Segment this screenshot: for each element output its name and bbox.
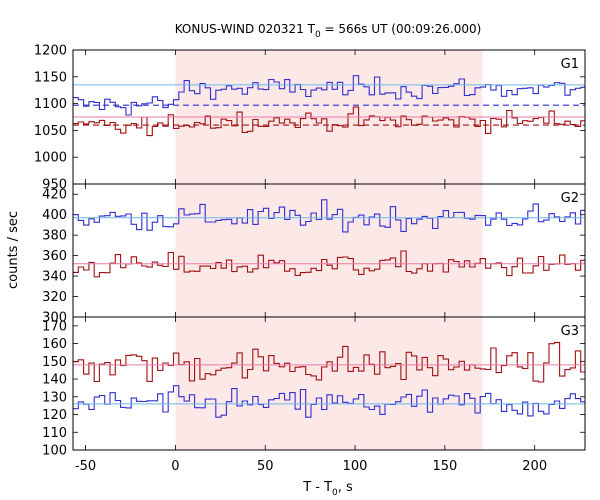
y-tick-label: 1100 [34, 97, 67, 112]
y-tick-label: 130 [42, 390, 67, 405]
x-tick-label: -50 [75, 459, 96, 474]
shaded-region [175, 184, 483, 317]
y-tick-label: 360 [42, 249, 67, 264]
y-tick-label: 120 [42, 408, 67, 423]
panel-g3: 100 110 120 130 140 150 160 170 G3 [42, 316, 586, 459]
y-tick-label: 380 [42, 229, 67, 244]
x-tick-label: 50 [257, 459, 274, 474]
panel-name-label: G2 [561, 191, 579, 206]
panel-frame [72, 316, 586, 451]
panel-g1: 950 1000 1050 1100 1150 1200 G1 [34, 44, 586, 193]
y-tick-label: 950 [42, 178, 67, 193]
y-tick-label: 340 [42, 270, 67, 285]
y-tick-label: 300 [42, 311, 67, 326]
y-tick-label: 320 [42, 290, 67, 305]
panel-g2: 300 320 340 360 380 400 420 G2 [42, 183, 586, 326]
y-tick-label: 150 [42, 355, 67, 370]
x-ticks: -50 0 50 100 150 200 [75, 459, 547, 474]
series-blue [73, 199, 585, 233]
y-tick-label: 170 [42, 319, 67, 334]
panels: 950 1000 1050 1100 1150 1200 G1 300 320 340 360 380… [34, 44, 586, 459]
x-tick-label: 100 [343, 459, 368, 474]
y-tick-label: 160 [42, 337, 67, 352]
y-tick-label: 1000 [34, 151, 67, 166]
y-tick-label: 420 [42, 188, 67, 203]
x-tick-label: 150 [432, 459, 457, 474]
y-tick-label: 400 [42, 208, 67, 223]
y-tick-label: 1150 [34, 70, 67, 85]
y-tick-label: 1050 [34, 124, 67, 139]
y-tick-label: 140 [42, 373, 67, 388]
panel-name-label: G3 [561, 324, 579, 339]
y-tick-label: 110 [42, 426, 67, 441]
chart-title: KONUS-WIND 020321 T0 = 566s UT (00:09:26… [175, 22, 482, 40]
y-tick-label: 100 [42, 444, 67, 459]
series-red [73, 250, 585, 278]
x-axis-label: T - T0, s [302, 480, 353, 498]
x-tick-label: 200 [522, 459, 547, 474]
series-blue [73, 385, 585, 418]
y-axis-label: counts / sec [6, 211, 21, 289]
shaded-region [175, 317, 483, 450]
series-red [73, 106, 585, 137]
panel-name-label: G1 [561, 57, 579, 72]
series-red [73, 341, 585, 383]
y-tick-label: 1200 [34, 44, 67, 59]
x-tick-label: 0 [171, 459, 179, 474]
